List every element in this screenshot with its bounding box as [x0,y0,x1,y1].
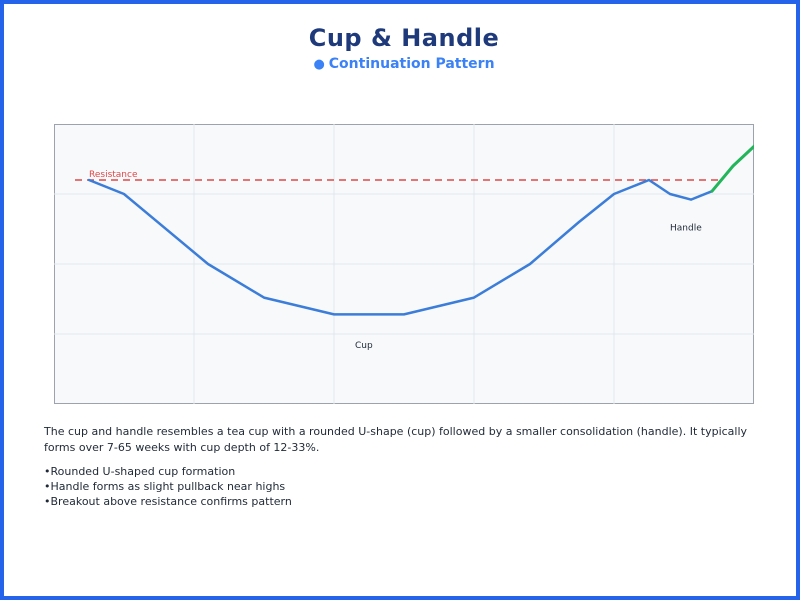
price-line-breakout [710,144,754,193]
resistance-label: Resistance [89,170,138,180]
chart-title: Cup & Handle [308,24,500,52]
price-line-cup-handle [87,178,714,316]
key-point-item: Handle forms as slight pullback near hig… [44,479,764,494]
bullet-dot-icon: ● [313,57,325,72]
subtitle-text: Continuation Pattern [328,56,495,72]
chart-subtitle: ● Continuation Pattern [4,56,800,72]
chart-svg: Resistance Cup Handle [54,124,754,404]
annotation-cup-label: Cup [355,341,373,351]
annotation-handle-label: Handle [670,223,702,233]
key-points-list: Rounded U-shaped cup formation Handle fo… [44,464,764,509]
pattern-description: The cup and handle resembles a tea cup w… [44,425,748,454]
key-point-item: Breakout above resistance confirms patte… [44,494,764,509]
chart-container: Resistance Cup Handle [54,124,754,404]
key-point-item: Rounded U-shaped cup formation [44,464,764,479]
